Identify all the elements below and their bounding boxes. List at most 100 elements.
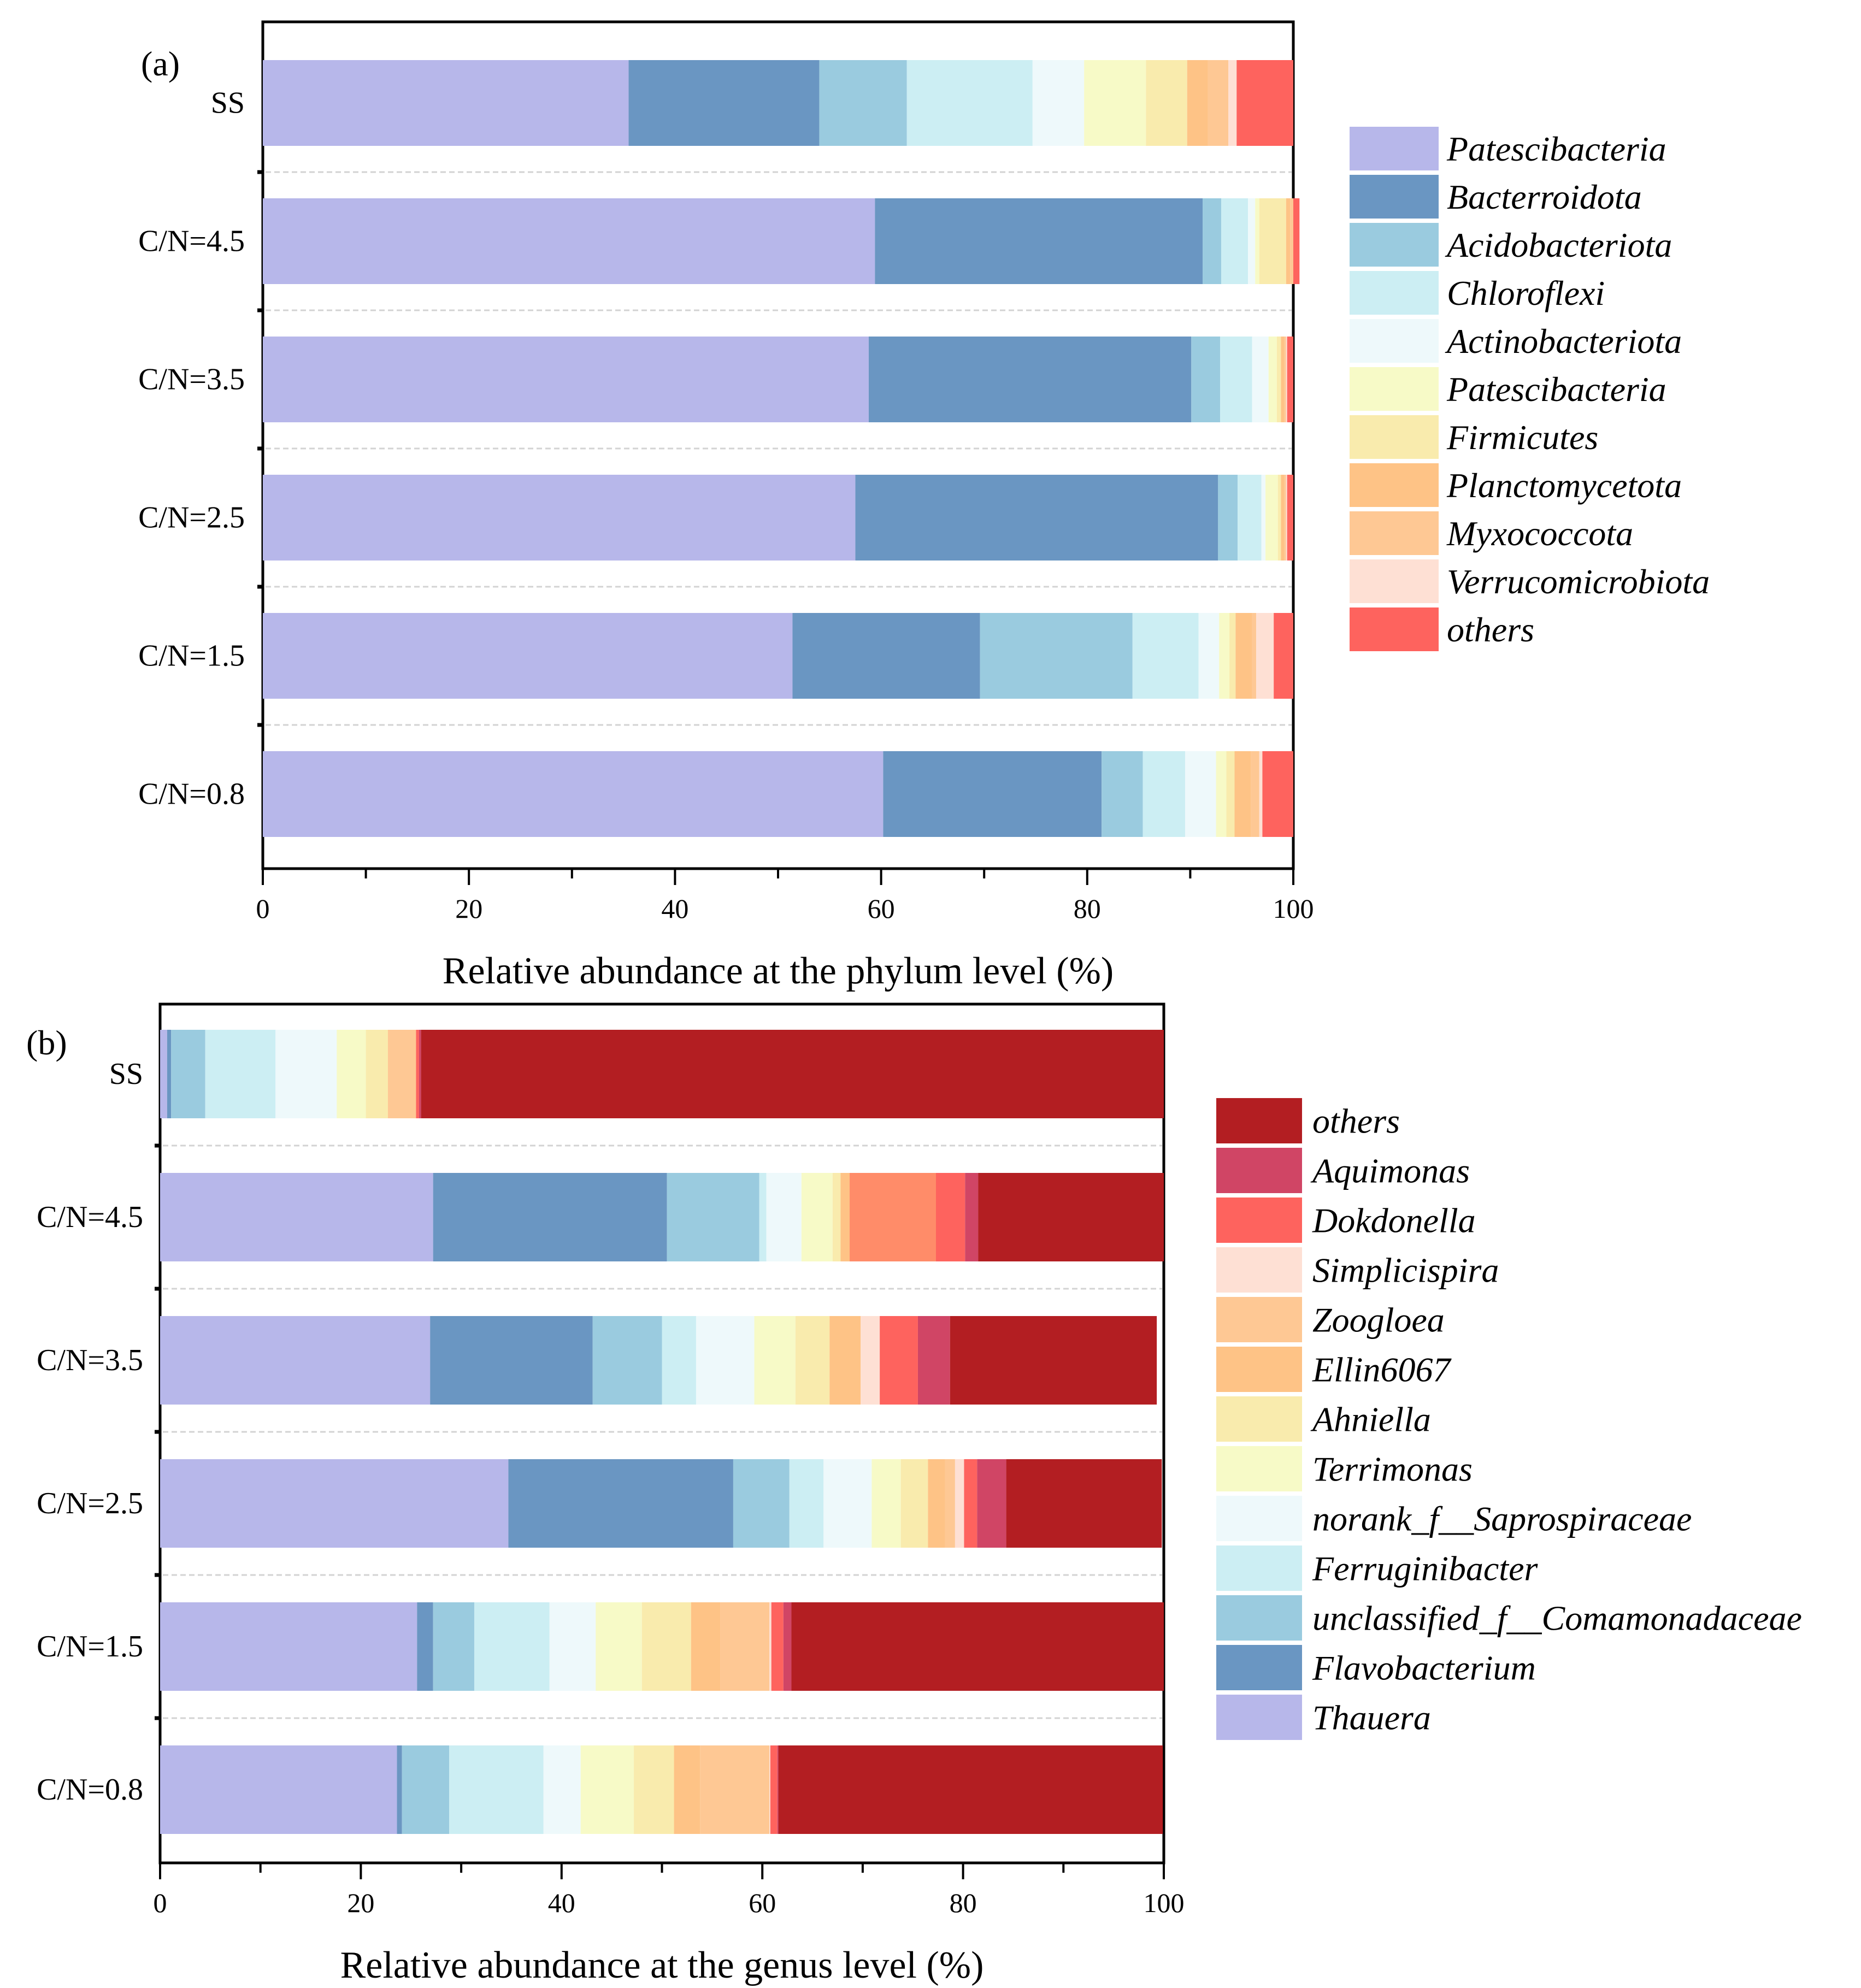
- bar-segment-planctomycetota: [1187, 60, 1208, 146]
- legend-swatch: [1216, 1545, 1302, 1591]
- bar-segment-patescibacteria: [1084, 60, 1146, 146]
- legend-label: unclassified_f__Comamonadaceae: [1312, 1599, 1802, 1638]
- x-tick-label: 80: [950, 1887, 977, 1918]
- legend-label: Patescibacteria: [1446, 129, 1666, 168]
- x-tick-label: 100: [1144, 1887, 1185, 1918]
- legend-swatch: [1216, 1595, 1302, 1641]
- legend-label: others: [1312, 1102, 1400, 1141]
- bar-segment-chloroflexi: [1221, 198, 1248, 284]
- bar-segment-simplicispira: [769, 1745, 770, 1834]
- bar-segment-aquimonas: [965, 1173, 979, 1261]
- bar-segment-flavobacterium: [167, 1030, 172, 1118]
- bar-segment-unclassified-f-comamonadaceae: [592, 1316, 662, 1405]
- bar-segment-thauera: [160, 1459, 509, 1548]
- category-label: C/N=2.5: [138, 501, 245, 535]
- legend-swatch: [1350, 271, 1439, 315]
- bar-segment-patescibacteria: [1216, 751, 1227, 837]
- legend-swatch: [1350, 367, 1439, 411]
- bar-segment-flavobacterium: [433, 1173, 667, 1261]
- legend-label: Simplicispira: [1312, 1251, 1499, 1290]
- panel-label: (a): [141, 44, 180, 83]
- x-tick-label: 40: [548, 1887, 575, 1918]
- x-tick-label: 0: [256, 893, 270, 924]
- legend-swatch: [1216, 1446, 1302, 1491]
- bar-segment-others: [1293, 198, 1300, 284]
- bar-segment-unclassified-f-comamonadaceae: [402, 1745, 450, 1834]
- bar-segment-ellin6067: [928, 1459, 945, 1548]
- bar-segment-verrucomicrobiota: [1259, 751, 1263, 837]
- bar-segment-ahniella: [366, 1030, 388, 1118]
- category-label: C/N=4.5: [138, 225, 245, 258]
- bar-segment-patescibacteria: [1219, 613, 1230, 699]
- bar-segment-planctomycetota: [1235, 613, 1252, 699]
- category-label: C/N=2.5: [37, 1486, 143, 1520]
- bar-segment-ellin6067: [691, 1602, 721, 1691]
- x-tick-label: 20: [455, 893, 482, 924]
- bar-segment-others: [1262, 751, 1293, 837]
- bar-segment-norank-f-saprospiraceae: [275, 1030, 337, 1118]
- legend-label: Ahniella: [1310, 1400, 1431, 1439]
- legend-swatch: [1216, 1347, 1302, 1392]
- legend-swatch: [1216, 1496, 1302, 1541]
- bar-segment-verrucomicrobiota: [1286, 475, 1287, 561]
- bar-segment-patescibacteria: [263, 475, 856, 561]
- bar-segment-chloroflexi: [906, 60, 1033, 146]
- x-tick-label: 20: [347, 1887, 374, 1918]
- bar-segment-norank-f-saprospiraceae: [766, 1173, 802, 1261]
- bar-segment-actinobacteriota: [1261, 475, 1266, 561]
- legend-swatch: [1350, 223, 1439, 267]
- bar-segment-ferruginibacter: [449, 1745, 544, 1834]
- bar-segment-actinobacteriota: [1032, 60, 1085, 146]
- bar-segment-actinobacteriota: [1252, 337, 1269, 422]
- legend-swatch: [1350, 511, 1439, 555]
- bar-segment-dokdonella: [964, 1459, 977, 1548]
- bar-segment-flavobacterium: [430, 1316, 593, 1405]
- bar-segment-dokdonella: [936, 1173, 965, 1261]
- bar-segment-planctomycetota: [1286, 198, 1291, 284]
- bar-segment-bacterroidota: [628, 60, 820, 146]
- bar-segment-zoogloea: [720, 1602, 770, 1691]
- bar-segment-verrucomicrobiota: [1228, 60, 1237, 146]
- bar-segment-acidobacteriota: [1191, 337, 1221, 422]
- legend-swatch: [1216, 1645, 1302, 1690]
- bar-segment-aquimonas: [419, 1030, 421, 1118]
- bar-segment-ferruginibacter: [789, 1459, 824, 1548]
- bar-segment-flavobacterium: [417, 1602, 433, 1691]
- bar-segment-terrimonas: [596, 1602, 642, 1691]
- bar-segment-myxococcota: [1290, 198, 1293, 284]
- category-label: C/N=1.5: [37, 1630, 143, 1663]
- bar-segment-ellin6067: [840, 1173, 850, 1261]
- category-label: C/N=1.5: [138, 639, 245, 673]
- category-label: SS: [109, 1057, 143, 1091]
- bar-segment-patescibacteria: [1268, 337, 1277, 422]
- bar-segment-thauera: [160, 1173, 433, 1261]
- bar-segment-unclassified-f-comamonadaceae: [171, 1030, 205, 1118]
- bar-segment-actinobacteriota: [1185, 751, 1216, 837]
- bar-segment-aquimonas: [783, 1602, 792, 1691]
- bar-segment-patescibacteria: [263, 60, 629, 146]
- legend-swatch: [1350, 607, 1439, 651]
- bar-segment-dokdonella: [416, 1030, 419, 1118]
- bar-segment-flavobacterium: [397, 1745, 402, 1834]
- legend-label: Bacterroidota: [1447, 178, 1642, 216]
- bar-segment-bacterroidota: [792, 613, 980, 699]
- bar-segment-others: [1287, 475, 1293, 561]
- legend-label: Aquimonas: [1310, 1152, 1470, 1190]
- category-label: C/N=0.8: [138, 777, 245, 811]
- bar-segment-chloroflexi: [1132, 613, 1199, 699]
- plot-frame: [158, 1002, 1165, 1865]
- legend-swatch: [1216, 1297, 1302, 1342]
- legend-swatch: [1216, 1148, 1302, 1193]
- bar-segment-actinobacteriota: [1198, 613, 1220, 699]
- bar-segment-norank-f-saprospiraceae: [696, 1316, 755, 1405]
- legend-label: Acidobacteriota: [1445, 226, 1672, 264]
- bar-segment-others: [1274, 613, 1293, 699]
- bar-segment-myxococcota: [1251, 751, 1259, 837]
- bar-segment-acidobacteriota: [1102, 751, 1143, 837]
- bar-segment-thauera: [160, 1602, 417, 1691]
- legend-swatch: [1350, 127, 1439, 170]
- bar-segment-norank-f-saprospiraceae: [823, 1459, 872, 1548]
- bar-segment-zoogloea: [945, 1459, 955, 1548]
- bar-segment-ahniella: [832, 1173, 841, 1261]
